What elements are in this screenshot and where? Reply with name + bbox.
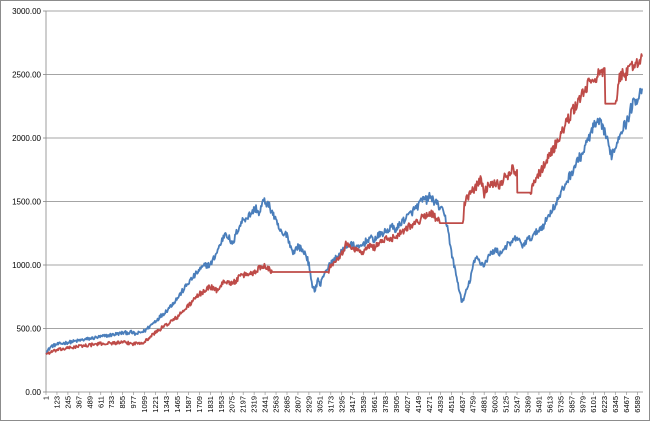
x-tick-label: 611 bbox=[96, 396, 105, 408]
x-tick-label: 3295 bbox=[337, 396, 346, 413]
x-tick-label: 733 bbox=[107, 396, 116, 409]
x-tick-label: 1 bbox=[42, 396, 51, 400]
x-tick-label: 6589 bbox=[633, 396, 642, 413]
x-tick-label: 3905 bbox=[392, 396, 401, 413]
x-tick-label: 1709 bbox=[195, 396, 204, 413]
y-tick-label: 2500.00 bbox=[12, 71, 41, 80]
x-tick-label: 2563 bbox=[272, 396, 281, 413]
y-tick-label: 2000.00 bbox=[12, 134, 41, 143]
x-tick-label: 489 bbox=[85, 396, 94, 409]
x-tick-label: 5491 bbox=[534, 396, 543, 413]
label-layer: 0.00 500.00 1000.00 1500.00 2000.00 2500.00 30… bbox=[12, 7, 642, 413]
x-tick-label: 4271 bbox=[425, 396, 434, 413]
series-layer bbox=[45, 53, 643, 356]
x-tick-label: 4637 bbox=[458, 396, 467, 413]
x-tick-label: 2685 bbox=[282, 396, 291, 413]
x-tick-label: 1343 bbox=[162, 396, 171, 413]
x-tick-label: 6345 bbox=[611, 396, 620, 413]
x-tick-label: 2197 bbox=[239, 396, 248, 413]
x-tick-label: 4881 bbox=[480, 396, 489, 413]
x-tick-label: 6101 bbox=[589, 396, 598, 413]
x-tick-label: 4149 bbox=[414, 396, 423, 413]
axis-layer bbox=[43, 10, 643, 395]
x-tick-label: 5247 bbox=[513, 396, 522, 413]
x-tick-label: 3417 bbox=[348, 396, 357, 413]
series-line-2 bbox=[45, 53, 643, 356]
x-tick-label: 367 bbox=[74, 396, 83, 409]
x-tick-label: 5613 bbox=[545, 396, 554, 413]
x-tick-label: 6223 bbox=[600, 396, 609, 413]
series-line-1 bbox=[45, 87, 643, 355]
x-tick-label: 3051 bbox=[315, 396, 324, 413]
x-tick-label: 3783 bbox=[381, 396, 390, 413]
x-tick-label: 5125 bbox=[502, 396, 511, 413]
x-tick-label: 4393 bbox=[436, 396, 445, 413]
x-tick-label: 2075 bbox=[228, 396, 237, 413]
x-tick-label: 4515 bbox=[447, 396, 456, 413]
x-tick-label: 2929 bbox=[304, 396, 313, 413]
x-tick-label: 2807 bbox=[293, 396, 302, 413]
x-tick-label: 977 bbox=[129, 396, 138, 409]
y-tick-label: 3000.00 bbox=[12, 7, 41, 16]
x-tick-label: 3173 bbox=[326, 396, 335, 413]
grid-layer bbox=[46, 10, 643, 329]
x-tick-label: 1221 bbox=[151, 396, 160, 413]
x-tick-label: 5979 bbox=[578, 396, 587, 413]
x-tick-label: 3661 bbox=[370, 396, 379, 413]
x-tick-label: 4027 bbox=[403, 396, 412, 413]
x-tick-label: 5735 bbox=[556, 396, 565, 413]
x-tick-label: 5857 bbox=[567, 396, 576, 413]
x-tick-label: 2441 bbox=[261, 396, 270, 413]
x-tick-label: 1099 bbox=[140, 396, 149, 413]
x-tick-label: 4759 bbox=[469, 396, 478, 413]
x-tick-label: 123 bbox=[52, 396, 61, 409]
x-tick-label: 5369 bbox=[523, 396, 532, 413]
x-tick-label: 1465 bbox=[173, 396, 182, 413]
x-tick-label: 245 bbox=[63, 396, 72, 409]
y-tick-label: 1500.00 bbox=[12, 198, 41, 207]
x-tick-label: 5003 bbox=[491, 396, 500, 413]
x-tick-label: 2319 bbox=[250, 396, 259, 413]
x-tick-label: 3539 bbox=[359, 396, 368, 413]
x-tick-label: 855 bbox=[118, 396, 127, 409]
x-tick-label: 1587 bbox=[184, 396, 193, 413]
x-tick-label: 1953 bbox=[217, 396, 226, 413]
y-tick-label: 1000.00 bbox=[12, 261, 41, 270]
x-tick-label: 1831 bbox=[206, 396, 215, 413]
y-tick-label: 0.00 bbox=[25, 388, 41, 397]
y-tick-label: 500.00 bbox=[17, 325, 42, 334]
x-tick-label: 6467 bbox=[622, 396, 631, 413]
